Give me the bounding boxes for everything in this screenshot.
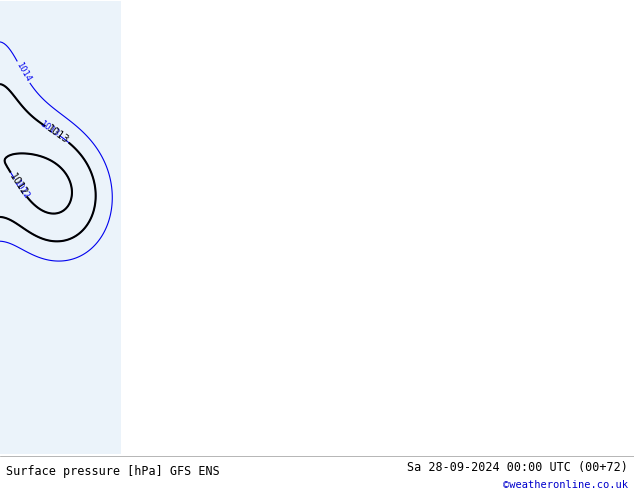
Text: 1013: 1013: [37, 119, 60, 138]
Text: Sa 28-09-2024 00:00 UTC (00+72): Sa 28-09-2024 00:00 UTC (00+72): [407, 461, 628, 474]
Text: 1012: 1012: [8, 172, 29, 198]
Text: ©weatheronline.co.uk: ©weatheronline.co.uk: [503, 480, 628, 490]
Text: 1012: 1012: [11, 178, 31, 200]
Text: 1013: 1013: [44, 123, 70, 145]
Text: 1014: 1014: [14, 61, 32, 84]
Text: Surface pressure [hPa] GFS ENS: Surface pressure [hPa] GFS ENS: [6, 465, 220, 478]
Bar: [0, 1, 120, 454]
